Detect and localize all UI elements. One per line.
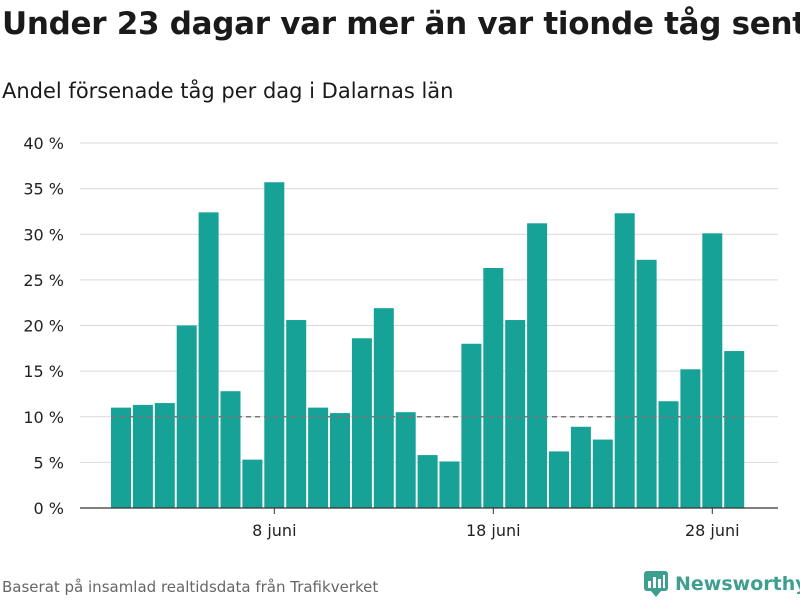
x-tick-label: 8 juni — [252, 521, 296, 540]
y-tick-label: 10 % — [23, 408, 64, 427]
bar — [264, 182, 285, 509]
y-tick-label: 20 % — [23, 317, 64, 336]
bar — [570, 426, 591, 508]
bar — [592, 439, 613, 508]
y-tick-label: 40 % — [23, 134, 64, 153]
bar — [308, 407, 329, 508]
chart-subtitle: Andel försenade tåg per dag i Dalarnas l… — [2, 79, 454, 103]
gridlines — [80, 142, 778, 463]
chart-title: Under 23 dagar var mer än var tionde tåg… — [2, 6, 800, 42]
bar — [724, 351, 745, 508]
x-tick-label: 28 juni — [685, 521, 740, 540]
bar — [395, 412, 416, 508]
bar — [198, 212, 219, 508]
bar — [242, 459, 263, 508]
bar — [439, 461, 460, 508]
bar — [614, 213, 635, 508]
bar — [636, 259, 657, 508]
brand-name: Newsworthy — [675, 573, 800, 595]
bar — [286, 320, 307, 508]
y-tick-label: 35 % — [23, 180, 64, 199]
bar — [132, 404, 153, 508]
y-tick-label: 5 % — [34, 453, 64, 472]
newsworthy-logo: Newsworthy — [643, 570, 800, 598]
bars — [111, 182, 745, 509]
bar — [549, 451, 569, 508]
x-axis — [80, 507, 778, 514]
bar — [658, 401, 679, 508]
bar — [527, 223, 548, 509]
bar — [220, 391, 241, 508]
bar — [680, 369, 701, 508]
bar — [111, 407, 131, 508]
y-tick-label: 15 % — [23, 362, 64, 381]
bar — [373, 308, 394, 508]
bar — [154, 403, 175, 508]
bar — [417, 455, 438, 508]
y-tick-label: 25 % — [23, 271, 64, 290]
y-axis-tick-labels: 0 % 5 % 10 % 15 % 20 % 25 % 30 % 35 % 40 % — [23, 134, 64, 518]
bar — [483, 268, 504, 508]
source-note: Baserat på insamlad realtidsdata från Tr… — [2, 578, 379, 596]
bar — [702, 233, 723, 508]
bar — [351, 338, 372, 508]
x-axis-tick-labels: 8 juni 18 juni 28 juni — [252, 521, 740, 540]
x-tick-label: 18 juni — [466, 521, 521, 540]
y-tick-label: 30 % — [23, 225, 64, 244]
bar — [461, 343, 482, 508]
bar-chart: 0 % 5 % 10 % 15 % 20 % 25 % 30 % 35 % 40 % 8 jun… — [23, 134, 778, 540]
bar — [505, 320, 526, 508]
bar — [330, 413, 350, 508]
y-tick-label: 0 % — [34, 499, 64, 518]
newsworthy-icon — [644, 571, 668, 597]
